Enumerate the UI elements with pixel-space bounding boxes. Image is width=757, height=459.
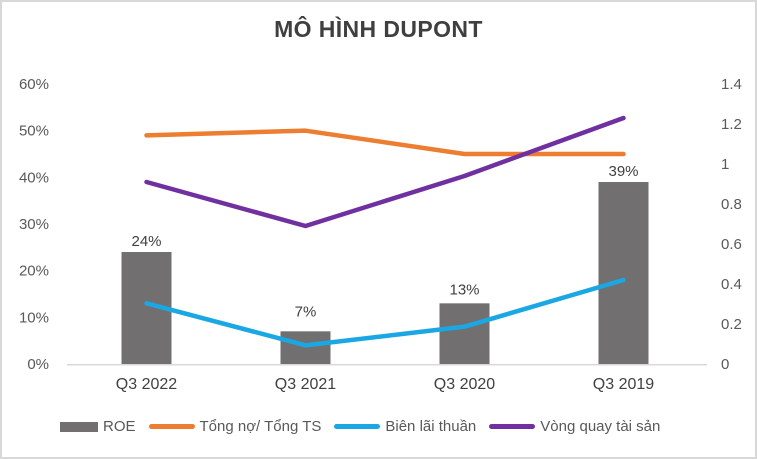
asset-turnover-line bbox=[144, 115, 626, 229]
roe-bar bbox=[439, 303, 490, 364]
right-axis-tick-label: 0.6 bbox=[721, 236, 742, 253]
right-axis-tick-label: 0 bbox=[721, 356, 729, 373]
right-axis-tick-label: 0.4 bbox=[721, 276, 742, 293]
roe-data-label: 39% bbox=[608, 163, 638, 180]
category-label: Q3 2022 bbox=[116, 376, 177, 393]
right-axis-tick-label: 1 bbox=[721, 156, 729, 173]
right-axis-tick-label: 0.8 bbox=[721, 196, 742, 213]
left-axis-tick-label: 10% bbox=[19, 309, 49, 326]
right-axis-tick-label: 0.2 bbox=[721, 316, 742, 333]
legend-asset-turnover-swatch bbox=[489, 424, 536, 429]
net-margin-line bbox=[144, 277, 626, 348]
right-axis-tick-label: 1.2 bbox=[721, 116, 742, 133]
chart-legend: ROE Tổng nợ/ Tổng TS Biên lãi thuần Vòng qu… bbox=[60, 418, 660, 435]
legend-roe-label: ROE bbox=[103, 418, 136, 435]
legend-item-roe: ROE bbox=[60, 418, 136, 435]
category-label: Q3 2019 bbox=[593, 376, 654, 393]
legend-debt-ratio-swatch bbox=[148, 424, 195, 429]
left-axis-tick-label: 50% bbox=[19, 123, 49, 140]
left-axis-tick-label: 20% bbox=[19, 263, 49, 280]
left-axis-tick-label: 0% bbox=[27, 356, 49, 373]
chart-title: MÔ HÌNH DUPONT bbox=[274, 16, 483, 42]
roe-bar bbox=[598, 182, 649, 364]
roe-data-label: 7% bbox=[295, 303, 317, 320]
legend-item-asset-turnover: Vòng quay tài sản bbox=[489, 418, 660, 435]
roe-data-label: 24% bbox=[131, 233, 161, 250]
left-axis-tick-label: 30% bbox=[19, 216, 49, 233]
legend-net-margin-swatch bbox=[334, 424, 381, 429]
roe-bar bbox=[280, 331, 331, 364]
right-axis-tick-label: 1.4 bbox=[721, 76, 742, 93]
category-label: Q3 2021 bbox=[275, 376, 336, 393]
legend-item-net-margin: Biên lãi thuần bbox=[334, 418, 476, 435]
legend-roe-swatch bbox=[60, 421, 98, 432]
category-label: Q3 2020 bbox=[434, 376, 495, 393]
left-axis-tick-label: 40% bbox=[19, 169, 49, 186]
debt-ratio-line bbox=[144, 128, 626, 157]
legend-asset-turnover-label: Vòng quay tài sản bbox=[540, 418, 661, 435]
legend-net-margin-label: Biên lãi thuần bbox=[385, 418, 477, 435]
left-axis-tick-label: 60% bbox=[19, 76, 49, 93]
legend-debt-ratio-label: Tổng nợ/ Tổng TS bbox=[199, 418, 322, 435]
roe-data-label: 13% bbox=[449, 281, 479, 298]
legend-item-debt-ratio: Tổng nợ/ Tổng TS bbox=[148, 418, 322, 435]
